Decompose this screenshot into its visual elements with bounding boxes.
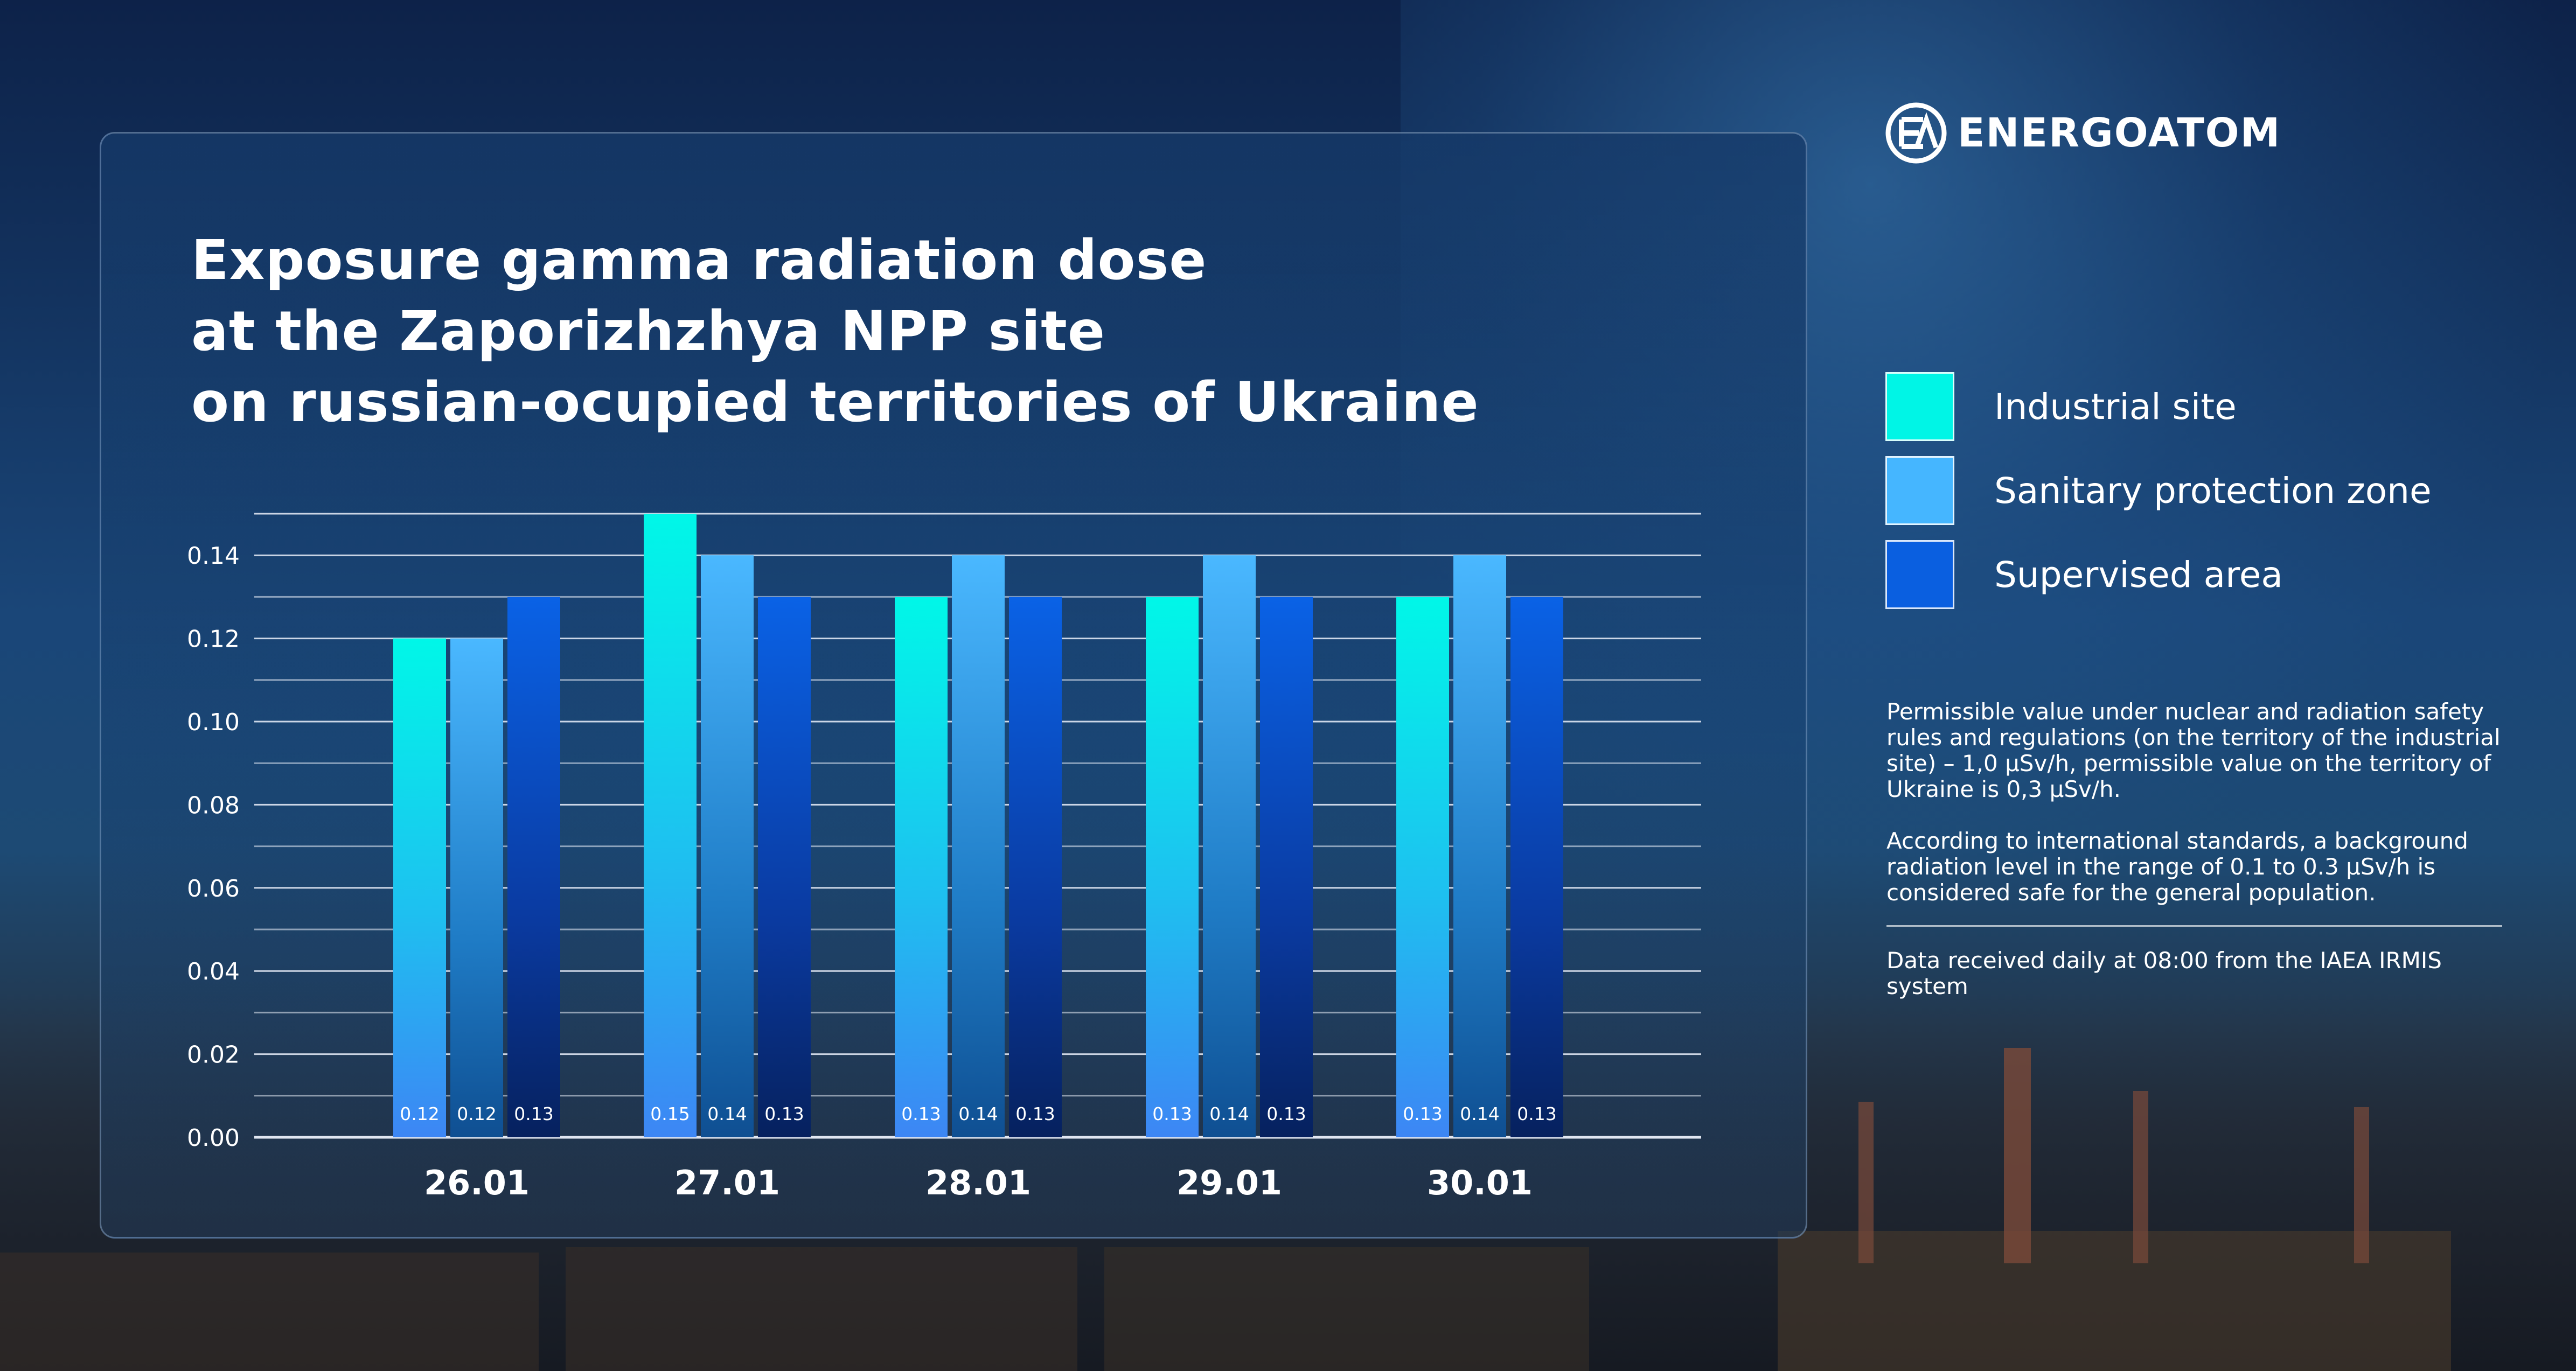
x-tick-label: 29.01 bbox=[1176, 1163, 1282, 1202]
bar-industrial bbox=[644, 514, 697, 1137]
notes: Permissible value under nuclear and radi… bbox=[1886, 699, 2506, 932]
bar-sanitary bbox=[450, 638, 503, 1137]
y-tick-label: 0.10 bbox=[187, 709, 240, 736]
bar-supervised bbox=[507, 597, 560, 1137]
note-permissible-value: Permissible value under nuclear and radi… bbox=[1886, 698, 2501, 802]
y-tick-label: 0.14 bbox=[187, 542, 240, 570]
bar-value-label: 0.15 bbox=[650, 1103, 690, 1124]
legend-item-industrial: Industrial site bbox=[1885, 372, 2432, 442]
data-source-note: Data received daily at 08:00 from the IA… bbox=[1886, 947, 2442, 999]
title-line-1: Exposure gamma radiation dose bbox=[191, 228, 1207, 292]
bar-value-label: 0.13 bbox=[764, 1103, 804, 1124]
bar-value-label: 0.14 bbox=[958, 1103, 998, 1124]
title-line-2: at the Zaporizhzhya NPP site bbox=[191, 299, 1106, 363]
legend-swatch-sanitary bbox=[1885, 456, 1954, 525]
bars bbox=[393, 514, 1563, 1137]
bar-industrial bbox=[895, 597, 948, 1137]
y-tick-label: 0.02 bbox=[187, 1041, 240, 1069]
y-tick-label: 0.08 bbox=[187, 792, 240, 819]
notes-divider bbox=[1886, 925, 2502, 927]
note-international-standards: According to international standards, a … bbox=[1886, 828, 2468, 906]
x-axis-ticks: 26.01 27.01 28.01 29.01 30.01 bbox=[424, 1163, 1533, 1202]
title-line-3: on russian-ocupied territories of Ukrain… bbox=[191, 370, 1479, 435]
bar-sanitary bbox=[1203, 555, 1256, 1137]
x-tick-label: 28.01 bbox=[925, 1163, 1031, 1202]
bar-value-label: 0.13 bbox=[1015, 1103, 1055, 1124]
legend-label-supervised: Supervised area bbox=[1994, 554, 2283, 596]
y-tick-label: 0.06 bbox=[187, 875, 240, 903]
bar-value-label: 0.13 bbox=[1266, 1103, 1306, 1124]
legend-item-sanitary: Sanitary protection zone bbox=[1885, 456, 2432, 526]
x-tick-label: 27.01 bbox=[674, 1163, 780, 1202]
y-axis-ticks: 0.00 0.02 0.04 0.06 0.08 0.10 0.12 0.14 bbox=[187, 542, 240, 1152]
bar-industrial bbox=[1396, 597, 1449, 1137]
legend-item-supervised: Supervised area bbox=[1885, 540, 2432, 610]
legend-swatch-supervised bbox=[1885, 540, 1954, 609]
bar-value-label: 0.14 bbox=[707, 1103, 747, 1124]
bar-value-label: 0.13 bbox=[901, 1103, 941, 1124]
x-tick-label: 30.01 bbox=[1427, 1163, 1533, 1202]
legend-swatch-industrial bbox=[1885, 372, 1954, 441]
bar-sanitary bbox=[1453, 555, 1506, 1137]
y-tick-label: 0.00 bbox=[187, 1124, 240, 1152]
bar-industrial bbox=[1146, 597, 1199, 1137]
brand-name: ENERGOATOM bbox=[1958, 110, 2281, 156]
bar-supervised bbox=[1009, 597, 1062, 1137]
legend-label-sanitary: Sanitary protection zone bbox=[1994, 470, 2432, 512]
data-labels: 0.12 0.12 0.13 0.15 0.14 0.13 0.13 0.14 0.13 0.13… bbox=[400, 1103, 1556, 1124]
bar-value-label: 0.13 bbox=[1152, 1103, 1192, 1124]
bar-value-label: 0.13 bbox=[1403, 1103, 1442, 1124]
bar-supervised bbox=[758, 597, 811, 1137]
energoatom-logo: ENERGOATOM bbox=[1885, 98, 2281, 168]
bar-value-label: 0.12 bbox=[457, 1103, 496, 1124]
bar-value-label: 0.13 bbox=[1517, 1103, 1556, 1124]
y-tick-label: 0.04 bbox=[187, 958, 240, 985]
bar-sanitary bbox=[952, 555, 1005, 1137]
x-tick-label: 26.01 bbox=[424, 1163, 530, 1202]
bar-supervised bbox=[1260, 597, 1313, 1137]
legend-label-industrial: Industrial site bbox=[1994, 386, 2237, 428]
energoatom-logo-icon bbox=[1885, 102, 1947, 164]
bar-value-label: 0.12 bbox=[400, 1103, 439, 1124]
bar-value-label: 0.13 bbox=[514, 1103, 553, 1124]
chart-legend: Industrial site Sanitary protection zone… bbox=[1885, 372, 2432, 624]
bar-supervised bbox=[1510, 597, 1563, 1137]
chart-title: Exposure gamma radiation dose at the Zap… bbox=[191, 225, 1592, 438]
y-tick-label: 0.12 bbox=[187, 626, 240, 653]
bar-value-label: 0.14 bbox=[1209, 1103, 1249, 1124]
bar-sanitary bbox=[701, 555, 754, 1137]
bar-value-label: 0.14 bbox=[1460, 1103, 1499, 1124]
bar-industrial bbox=[393, 638, 446, 1137]
